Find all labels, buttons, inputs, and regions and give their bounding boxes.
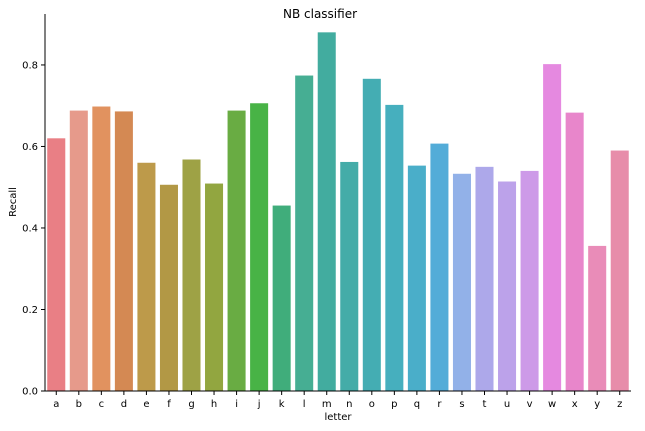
bar-e	[137, 162, 156, 391]
bars-layer	[47, 32, 629, 392]
x-ticks: a b c d e f g h i j k l m n o p q r s t u v w x y z	[53, 391, 622, 410]
x-axis-label: letter	[324, 412, 352, 423]
x-tick-label-a: a	[53, 399, 59, 410]
bar-v	[520, 170, 539, 391]
x-tick-label-b: b	[76, 399, 82, 410]
bar-t	[475, 166, 494, 391]
bar-g	[182, 159, 201, 391]
axes-layer	[44, 14, 631, 392]
bar-m	[317, 32, 336, 392]
x-tick-label-t: t	[483, 399, 487, 410]
bar-l	[295, 75, 314, 391]
bar-h	[205, 183, 224, 391]
x-tick-label-c: c	[99, 399, 105, 410]
bar-c	[92, 106, 111, 392]
bar-a	[47, 138, 66, 391]
x-tick-label-j: j	[257, 399, 261, 410]
bar-f	[159, 184, 178, 391]
x-tick-label-o: o	[369, 399, 375, 410]
bar-z	[610, 150, 629, 391]
x-tick-label-e: e	[143, 399, 149, 410]
y-tick-label-3: 0.6	[22, 142, 38, 153]
bar-b	[69, 110, 88, 391]
bar-i	[227, 110, 246, 391]
bar-x	[565, 112, 584, 391]
x-tick-label-l: l	[303, 399, 306, 410]
bar-y	[588, 245, 607, 391]
x-tick-label-y: y	[594, 399, 600, 410]
y-tick-label-4: 0.8	[22, 60, 38, 71]
x-tick-label-u: u	[504, 399, 510, 410]
bar-p	[385, 104, 404, 391]
x-tick-label-i: i	[235, 399, 238, 410]
bar-s	[452, 173, 471, 391]
bar-d	[114, 111, 133, 391]
x-tick-label-p: p	[391, 399, 397, 410]
x-tick-label-k: k	[279, 399, 285, 410]
x-tick-label-w: w	[548, 399, 556, 410]
y-tick-label-2: 0.4	[22, 223, 38, 234]
x-tick-label-z: z	[617, 399, 622, 410]
x-tick-label-q: q	[414, 399, 420, 410]
bar-o	[362, 78, 381, 392]
x-tick-label-d: d	[121, 399, 127, 410]
x-tick-label-r: r	[437, 399, 442, 410]
bar-j	[250, 103, 269, 391]
bar-u	[498, 181, 517, 391]
y-axis-label: Recall	[8, 187, 19, 217]
x-tick-label-h: h	[211, 399, 217, 410]
x-tick-label-x: x	[572, 399, 578, 410]
x-tick-label-n: n	[346, 399, 352, 410]
bar-w	[543, 64, 562, 391]
bar-k	[272, 205, 291, 391]
chart-title: NB classifier	[283, 7, 357, 21]
y-ticks: 0.0 0.2 0.4 0.6 0.8	[22, 60, 45, 398]
x-tick-label-m: m	[322, 399, 332, 410]
x-tick-label-f: f	[167, 399, 171, 410]
y-tick-label-1: 0.2	[22, 305, 38, 316]
bar-q	[407, 165, 426, 391]
x-tick-label-s: s	[459, 399, 464, 410]
bar-r	[430, 143, 449, 391]
x-tick-label-g: g	[188, 399, 194, 410]
x-tick-label-v: v	[527, 399, 533, 410]
bar-n	[340, 161, 359, 391]
y-tick-label-0: 0.0	[22, 387, 38, 398]
